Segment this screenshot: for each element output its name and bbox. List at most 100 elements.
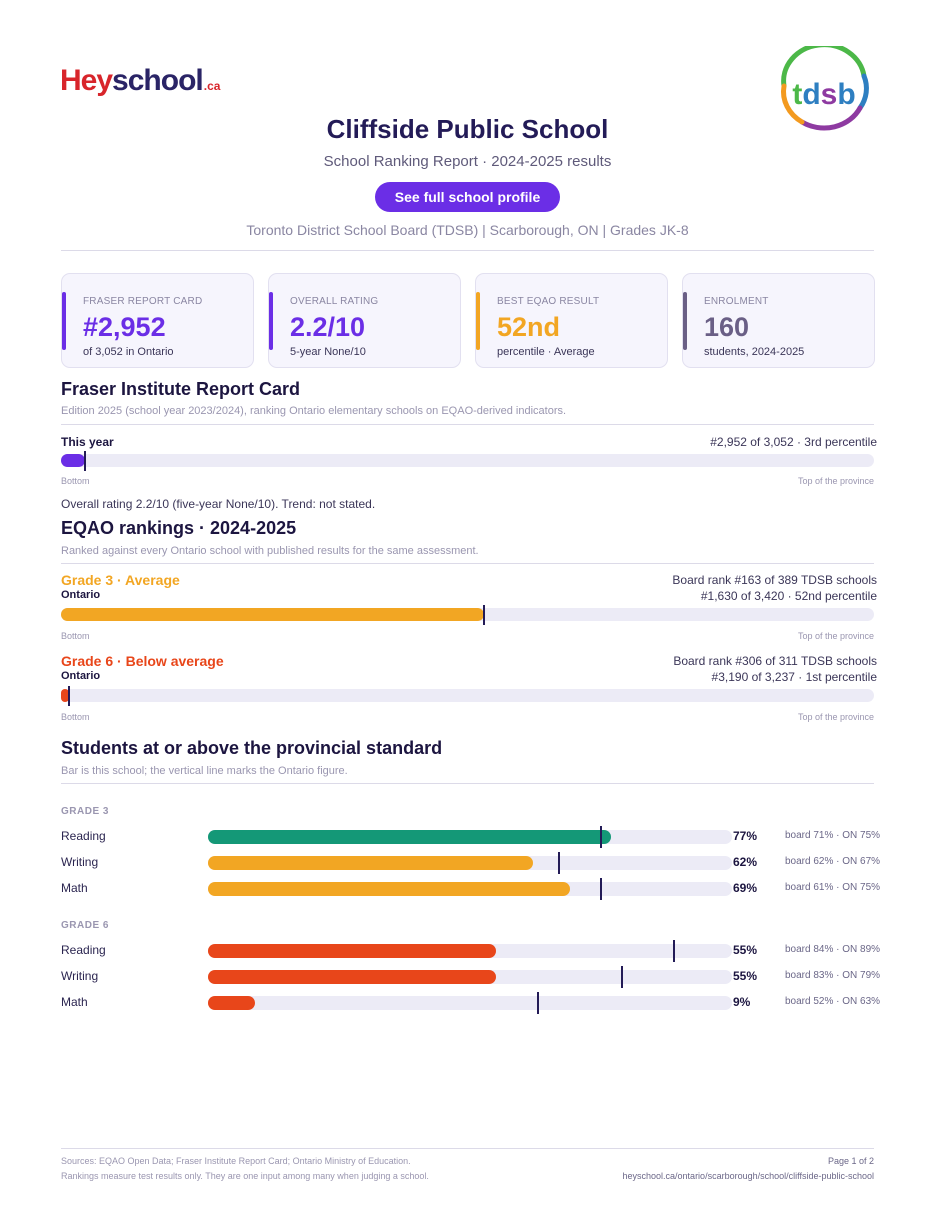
card-accent-bar bbox=[683, 292, 687, 350]
eqao-grade6-marker bbox=[68, 686, 71, 706]
fraser-percentile-track bbox=[61, 451, 874, 471]
school-result-fill bbox=[208, 996, 256, 1010]
card-value: 160 bbox=[704, 312, 750, 342]
logo-hey-text: Hey bbox=[60, 64, 113, 97]
see-full-profile-button[interactable]: See full school profile bbox=[375, 182, 560, 212]
logo-ca-text: .ca bbox=[203, 79, 221, 93]
eqao-grade6-provincial-rank: #3,190 of 3,237 · 1st percentile bbox=[711, 670, 877, 684]
eqao-grade3-track bbox=[61, 605, 874, 625]
footer-page-number: Page 1 of 2 bbox=[827, 1156, 874, 1166]
standard-bar-track bbox=[208, 992, 732, 1014]
track-bottom-label: Bottom bbox=[61, 631, 90, 641]
card-accent-bar bbox=[269, 292, 273, 350]
eqao-section-title: EQAO rankings · 2024-2025 bbox=[61, 518, 297, 538]
standard-bar-track bbox=[208, 966, 732, 988]
comparison-text: board 83% · ON 79% bbox=[785, 970, 881, 981]
heyschool-logo[interactable]: Hey school .ca bbox=[60, 62, 220, 98]
eqao-grade3-scope: Ontario bbox=[61, 589, 101, 601]
comparison-text: board 61% · ON 75% bbox=[785, 882, 881, 893]
school-name: Cliffside Public School bbox=[326, 114, 609, 144]
divider bbox=[61, 250, 874, 251]
card-sub: 5-year None/10 bbox=[290, 346, 366, 358]
grade-group-label: GRADE 3 bbox=[61, 806, 109, 817]
track-top-label: Top of the province bbox=[797, 631, 874, 641]
subject-label: Math bbox=[61, 881, 88, 895]
eqao-grade6-fill bbox=[61, 689, 70, 702]
footer-sources: Sources: EQAO Open Data; Fraser Institut… bbox=[61, 1156, 411, 1166]
eqao-grade3-marker bbox=[482, 605, 485, 625]
eqao-grade6-heading: Grade 6 · Below average bbox=[61, 653, 224, 669]
footer-right: Page 1 of 2 heyschool.ca/ontario/scarbor… bbox=[623, 1154, 874, 1184]
school-percent: 62% bbox=[733, 855, 758, 869]
tdsb-logo-text: tdsb bbox=[792, 78, 855, 111]
school-result-fill bbox=[208, 856, 533, 870]
track-bottom-label: Bottom bbox=[61, 712, 90, 722]
ontario-marker bbox=[620, 966, 623, 988]
standard-section-note: Bar is this school; the vertical line ma… bbox=[61, 765, 348, 777]
divider bbox=[61, 424, 874, 425]
track-bottom-label: Bottom bbox=[61, 476, 90, 486]
fraser-percentile-fill bbox=[61, 454, 86, 467]
fraser-row-label: This year bbox=[61, 435, 114, 449]
stat-card-eqao: BEST EQAO RESULT 52nd percentile · Avera… bbox=[475, 273, 668, 368]
divider bbox=[61, 783, 874, 784]
comparison-text: board 62% · ON 67% bbox=[785, 856, 881, 867]
footer-disclaimer: Rankings measure test results only. They… bbox=[61, 1171, 429, 1181]
eqao-grade3-board-rank: Board rank #163 of 389 TDSB schools bbox=[672, 573, 877, 587]
school-percent: 55% bbox=[733, 969, 758, 983]
eqao-grade3-provincial-rank: #1,630 of 3,420 · 52nd percentile bbox=[700, 589, 877, 603]
track-top-label: Top of the province bbox=[797, 476, 874, 486]
standard-section-title: Students at or above the provincial stan… bbox=[61, 738, 443, 758]
card-sub: percentile · Average bbox=[497, 346, 595, 358]
fraser-percentile-marker bbox=[84, 451, 87, 471]
subject-label: Reading bbox=[61, 829, 106, 843]
card-accent-bar bbox=[62, 292, 66, 350]
school-meta-line: Toronto District School Board (TDSB) | S… bbox=[246, 222, 689, 238]
divider bbox=[61, 563, 874, 564]
footer-left: Sources: EQAO Open Data; Fraser Institut… bbox=[61, 1154, 429, 1184]
grade-group-label: GRADE 6 bbox=[61, 920, 109, 931]
ontario-marker bbox=[600, 878, 602, 900]
card-sub: students, 2024-2025 bbox=[704, 346, 805, 358]
fraser-section-note: Edition 2025 (school year 2023/2024), ra… bbox=[61, 405, 567, 417]
logo-school-text: school bbox=[112, 64, 204, 97]
card-value: #2,952 bbox=[83, 312, 166, 342]
comparison-text: board 84% · ON 89% bbox=[785, 944, 881, 955]
card-sub: of 3,052 in Ontario bbox=[83, 346, 174, 358]
stat-card-fraser: FRASER REPORT CARD #2,952 of 3,052 in On… bbox=[61, 273, 254, 368]
ontario-marker bbox=[600, 826, 602, 848]
school-result-fill bbox=[208, 830, 612, 844]
eqao-grade6-track bbox=[61, 686, 874, 706]
comparison-text: board 52% · ON 63% bbox=[785, 996, 881, 1007]
school-percent: 55% bbox=[733, 943, 758, 957]
fraser-rank-text: #2,952 of 3,052 · 3rd percentile bbox=[710, 435, 877, 449]
ontario-marker bbox=[558, 852, 561, 874]
eqao-grade6-board-rank: Board rank #306 of 311 TDSB schools bbox=[673, 654, 877, 668]
comparison-text: board 71% · ON 75% bbox=[785, 830, 881, 841]
fraser-overall-text: Overall rating 2.2/10 (five-year None/10… bbox=[61, 497, 376, 511]
track-top-label: Top of the province bbox=[797, 712, 874, 722]
standard-bar-track bbox=[208, 878, 732, 900]
standard-bar-track bbox=[208, 852, 732, 874]
card-label: ENROLMENT bbox=[704, 296, 769, 307]
card-label: OVERALL RATING bbox=[290, 296, 379, 307]
ontario-marker bbox=[673, 940, 676, 962]
school-percent: 69% bbox=[733, 881, 758, 895]
eqao-section-note: Ranked against every Ontario school with… bbox=[61, 545, 479, 557]
eqao-grade3-fill bbox=[61, 608, 484, 621]
school-result-fill bbox=[208, 944, 497, 958]
school-result-fill bbox=[208, 970, 497, 984]
card-label: BEST EQAO RESULT bbox=[497, 296, 600, 307]
stat-card-rating: OVERALL RATING 2.2/10 5-year None/10 bbox=[268, 273, 461, 368]
standard-bar-track bbox=[208, 826, 732, 848]
school-result-fill bbox=[208, 882, 570, 896]
eqao-grade3-heading: Grade 3 · Average bbox=[61, 572, 180, 588]
card-label: FRASER REPORT CARD bbox=[83, 296, 203, 307]
footer-url[interactable]: heyschool.ca/ontario/scarborough/school/… bbox=[622, 1171, 874, 1181]
subject-label: Math bbox=[61, 995, 88, 1009]
report-subtitle: School Ranking Report · 2024-2025 result… bbox=[323, 153, 612, 170]
school-percent: 77% bbox=[733, 829, 758, 843]
divider bbox=[61, 1148, 874, 1149]
subject-label: Writing bbox=[61, 855, 99, 869]
